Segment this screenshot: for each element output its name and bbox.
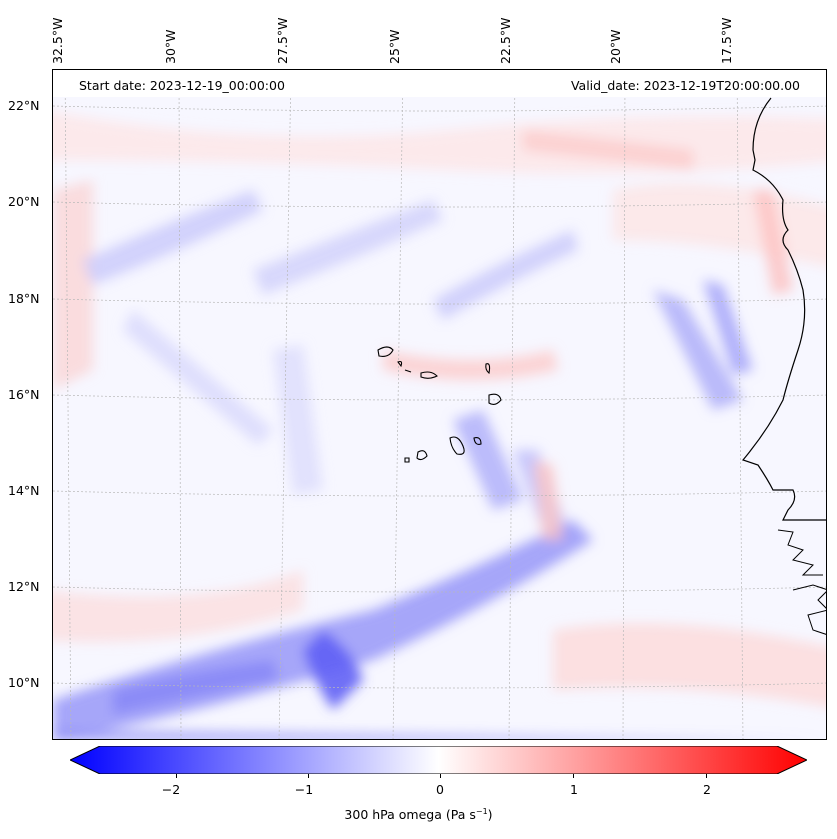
colorbar-tick-mark [440,774,441,778]
africa-coastline [741,97,826,521]
colorbar-tick-label: −1 [294,782,314,797]
info-bar: Start date: 2023-12-19_00:00:00 Valid_da… [53,70,826,97]
colorbar-tick-label: 0 [436,782,444,797]
valid-date: Valid_date: 2023-12-19T20:00:00.00 [570,78,800,93]
colorbar-tick-label: 1 [570,782,578,797]
lon-label-22-5w: 22.5°W [498,17,513,64]
lat-label-12n: 12°N [8,579,40,594]
lon-label-17-5w: 17.5°W [719,17,734,64]
lat-label-20n: 20°N [8,194,40,209]
omega-field [53,70,826,739]
colorbar-tick-mark [573,774,574,778]
colorbar-tick-mark [706,774,707,778]
lat-label-14n: 14°N [8,483,40,498]
lat-label-16n: 16°N [8,387,40,402]
start-date: Start date: 2023-12-19_00:00:00 [79,78,285,93]
lon-label-32-5w: 32.5°W [50,17,65,64]
colorbar-label: 300 hPa omega (Pa s−1) [344,807,493,823]
lon-label-30w: 30°W [163,29,178,64]
lat-label-22n: 22°N [8,98,40,113]
lat-label-10n: 10°N [8,675,40,690]
lon-label-27-5w: 27.5°W [275,17,290,64]
lon-label-25w: 25°W [387,29,402,64]
colorbar-tick-mark [176,774,177,778]
colorbar-tick-label: 2 [703,782,711,797]
colorbar-tick-label: −2 [161,782,181,797]
lon-label-20w: 20°W [608,29,623,64]
colorbar [70,746,807,774]
lat-label-18n: 18°N [8,291,40,306]
colorbar-tick-mark [308,774,309,778]
omega-map: Start date: 2023-12-19_00:00:00 Valid_da… [52,69,827,740]
